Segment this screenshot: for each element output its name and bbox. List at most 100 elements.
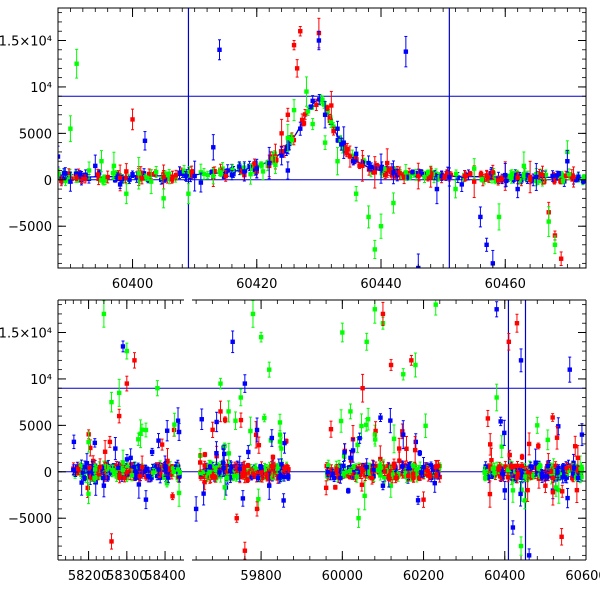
- data-point: [223, 173, 228, 179]
- data-point: [87, 465, 92, 471]
- data-point: [171, 469, 177, 475]
- data-point: [388, 469, 394, 474]
- data-point: [71, 467, 76, 473]
- data-point: [213, 465, 219, 470]
- data-point: [99, 159, 104, 164]
- data-point: [428, 463, 434, 468]
- data-point: [174, 464, 179, 469]
- data-point: [272, 151, 277, 156]
- data-point: [282, 440, 287, 446]
- data-point: [164, 172, 170, 177]
- data-point: [218, 171, 224, 176]
- x-tick-label: 60460: [485, 277, 526, 292]
- data-point: [429, 171, 434, 176]
- data-point: [363, 467, 368, 472]
- data-point: [74, 61, 79, 66]
- data-point: [156, 467, 161, 472]
- data-point: [412, 447, 418, 453]
- data-point: [408, 474, 414, 479]
- data-point: [169, 472, 175, 478]
- data-point: [581, 179, 586, 184]
- data-point: [165, 175, 170, 181]
- data-point: [566, 172, 572, 177]
- data-point: [139, 176, 145, 181]
- data-point: [154, 473, 160, 479]
- data-point: [259, 468, 264, 473]
- data-point: [235, 465, 240, 470]
- data-point: [365, 416, 371, 422]
- data-point: [382, 167, 387, 172]
- data-point: [111, 163, 117, 169]
- data-point: [299, 117, 305, 123]
- data-point: [165, 458, 170, 464]
- data-point: [183, 173, 188, 179]
- data-point: [117, 473, 122, 478]
- data-point: [247, 163, 252, 169]
- data-point: [108, 470, 113, 476]
- data-point: [106, 466, 111, 471]
- data-point: [400, 429, 405, 434]
- data-point: [378, 473, 383, 478]
- data-point: [105, 174, 110, 180]
- data-point: [355, 442, 360, 448]
- data-point: [347, 474, 353, 479]
- data-point: [143, 466, 149, 472]
- data-point: [85, 475, 90, 481]
- data-point: [338, 138, 343, 144]
- data-point: [129, 473, 135, 478]
- data-point: [285, 135, 291, 141]
- data-point: [88, 474, 94, 480]
- data-point: [546, 219, 551, 224]
- data-point: [73, 171, 79, 176]
- model-curve: [58, 99, 586, 179]
- data-point: [268, 154, 273, 160]
- data-point: [232, 473, 237, 479]
- data-point: [410, 169, 415, 175]
- data-point: [224, 475, 230, 480]
- data-point: [241, 465, 246, 470]
- data-point: [279, 131, 284, 136]
- data-point: [351, 464, 356, 470]
- data-point: [252, 466, 258, 471]
- data-point: [378, 415, 383, 420]
- data-point: [416, 173, 421, 179]
- data-point: [200, 470, 206, 475]
- data-point: [390, 472, 396, 477]
- data-point: [439, 173, 444, 179]
- data-point: [372, 437, 378, 442]
- data-point: [253, 432, 259, 438]
- data-point: [112, 177, 118, 183]
- data-point: [63, 178, 68, 184]
- data-point: [517, 178, 522, 183]
- data-point: [282, 466, 288, 472]
- data-point: [408, 468, 414, 474]
- data-point: [314, 102, 319, 108]
- data-point: [360, 163, 365, 169]
- data-point: [499, 176, 504, 181]
- data-point: [202, 463, 207, 468]
- data-point: [565, 159, 570, 164]
- data-point: [58, 154, 61, 159]
- data-point: [59, 178, 64, 184]
- data-point: [478, 171, 484, 177]
- data-point: [86, 168, 92, 173]
- data-point: [484, 242, 489, 247]
- data-point: [66, 177, 71, 182]
- data-point: [190, 171, 195, 176]
- data-point: [230, 167, 235, 173]
- data-point: [330, 471, 335, 476]
- data-point: [418, 473, 423, 478]
- data-point: [434, 473, 439, 478]
- data-point: [198, 474, 203, 480]
- data-point: [124, 457, 130, 462]
- data-point: [362, 493, 367, 499]
- data-point: [74, 175, 79, 180]
- data-point: [226, 451, 232, 456]
- data-point: [403, 463, 409, 468]
- data-point: [305, 109, 311, 114]
- data-point: [484, 173, 489, 178]
- data-point: [493, 178, 498, 183]
- data-point: [124, 169, 129, 174]
- data-point: [92, 467, 98, 472]
